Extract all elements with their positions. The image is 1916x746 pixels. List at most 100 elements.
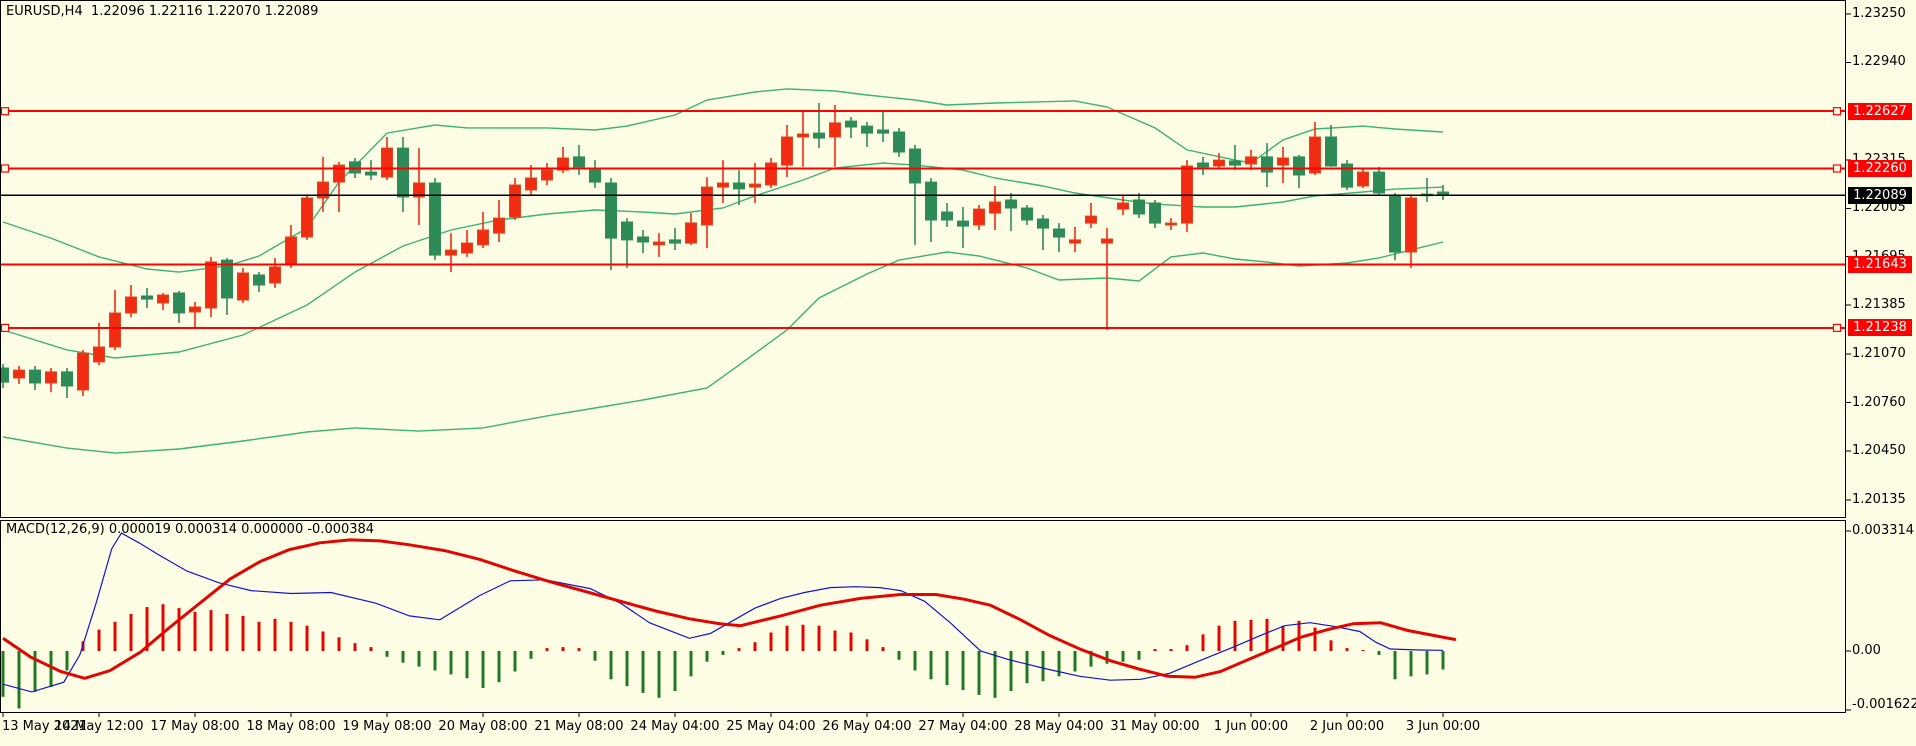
- price-tick-label: 1.20450: [1852, 442, 1906, 458]
- macd-tick-label: 0.003314: [1852, 522, 1915, 538]
- bull-candle: [93, 322, 105, 366]
- bear-candle: [1293, 155, 1305, 188]
- bear-candle: [589, 160, 601, 188]
- bull-candle: [1277, 147, 1289, 183]
- time-tick-label: 18 May 08:00: [246, 719, 336, 734]
- bull-candle: [509, 178, 521, 220]
- bear-candle: [253, 272, 265, 293]
- bull-candle: [1309, 122, 1321, 175]
- bull-candle: [45, 368, 57, 393]
- bull-candle: [189, 302, 201, 327]
- price-tick-label: 1.20135: [1852, 492, 1906, 507]
- bull-candle: [461, 230, 473, 257]
- line-anchor-handle: [0, 323, 10, 332]
- bear-candle: [1389, 193, 1401, 261]
- bear-candle: [1421, 178, 1433, 202]
- bull-candle: [829, 105, 841, 167]
- bull-candle: [317, 156, 329, 212]
- bull-candle: [973, 205, 985, 230]
- bull-candle: [765, 158, 777, 188]
- price-tick-label: 1.23250: [1852, 6, 1906, 21]
- macd-panel-frame: [0, 520, 1846, 713]
- bear-candle: [813, 103, 825, 149]
- bear-candle: [1021, 205, 1033, 225]
- bull-candle: [685, 213, 697, 245]
- time-tick-label: 17 May 08:00: [150, 719, 240, 734]
- macd-signal-line: [2, 538, 1457, 680]
- bear-candle: [429, 178, 441, 261]
- time-tick-label: 3 Jun 00:00: [1405, 719, 1481, 734]
- price-tick-label: 1.22940: [1852, 54, 1906, 70]
- bull-candle: [717, 160, 729, 203]
- bear-candle: [1437, 185, 1449, 200]
- bull-candle: [1085, 203, 1097, 229]
- line-anchor-handle: [1832, 323, 1842, 332]
- bear-candle: [61, 368, 73, 398]
- macd-indicator-label: MACD(12,26,9) 0.000019 0.000314 0.000000…: [6, 522, 375, 537]
- bear-candle: [957, 207, 969, 249]
- bull-candle: [1069, 227, 1081, 252]
- bull-candle: [1357, 168, 1369, 188]
- time-tick-label: 24 May 04:00: [630, 719, 720, 734]
- bear-candle: [637, 230, 649, 253]
- bollinger-middle-band: [2, 162, 1444, 359]
- bear-candle: [0, 364, 9, 388]
- time-tick-label: 20 May 08:00: [438, 719, 528, 734]
- price-tick-label: 1.22005: [1852, 200, 1906, 216]
- bear-candle: [669, 228, 681, 251]
- bear-candle: [845, 117, 857, 139]
- bull-candle: [269, 258, 281, 288]
- bear-candle: [1341, 160, 1353, 190]
- time-tick-label: 26 May 04:00: [822, 719, 912, 734]
- bear-candle: [1133, 193, 1145, 219]
- bear-candle: [605, 178, 617, 271]
- macd-line: [2, 532, 1444, 693]
- price-tick-label: 1.20760: [1852, 394, 1906, 410]
- macd-tick-label: 0.00: [1852, 643, 1881, 658]
- bull-candle: [237, 268, 249, 303]
- bull-candle: [1165, 218, 1177, 230]
- level-price-badge: 1.21238: [1848, 319, 1912, 337]
- time-tick-label: 27 May 04:00: [918, 719, 1008, 734]
- bear-candle: [365, 160, 377, 180]
- bear-candle: [861, 122, 873, 147]
- bull-candle: [205, 256, 217, 317]
- time-tick-label: 1 Jun 00:00: [1213, 719, 1289, 734]
- bull-candle: [381, 137, 393, 180]
- bear-candle: [29, 366, 41, 390]
- bear-candle: [1037, 215, 1049, 251]
- bear-candle: [141, 288, 153, 308]
- bid-price-badge: 1.22089: [1848, 186, 1912, 204]
- bull-candle: [125, 285, 137, 317]
- bull-candle: [1245, 149, 1257, 171]
- bear-candle: [733, 170, 745, 205]
- time-tick-label: 2 Jun 00:00: [1309, 719, 1385, 734]
- bull-candle: [157, 293, 169, 310]
- line-anchor-handle: [1832, 164, 1842, 173]
- time-tick-label: 19 May 08:00: [342, 719, 432, 734]
- macd-tick-label: -0.001622: [1852, 697, 1916, 712]
- line-anchor-handle: [1832, 107, 1842, 116]
- bull-candle: [653, 233, 665, 257]
- bear-candle: [877, 110, 889, 142]
- bear-candle: [1053, 223, 1065, 252]
- symbol-title: EURUSD,H4 1.22096 1.22116 1.22070 1.2208…: [6, 4, 319, 19]
- bull-candle: [797, 110, 809, 167]
- bear-candle: [221, 258, 233, 315]
- bear-candle: [893, 127, 905, 157]
- level-price-badge: 1.22627: [1848, 102, 1912, 120]
- time-tick-label: 14 May 12:00: [54, 719, 144, 734]
- bear-candle: [1005, 193, 1017, 232]
- bear-candle: [397, 137, 409, 212]
- bear-candle: [1325, 125, 1337, 167]
- line-anchor-handle: [0, 107, 10, 116]
- bull-candle: [77, 350, 89, 396]
- bull-candle: [13, 366, 25, 384]
- bull-candle: [989, 186, 1001, 230]
- bull-candle: [1405, 195, 1417, 268]
- price-tick-label: 1.21070: [1852, 346, 1906, 362]
- bear-candle: [621, 218, 633, 268]
- level-price-badge: 1.22260: [1848, 160, 1912, 177]
